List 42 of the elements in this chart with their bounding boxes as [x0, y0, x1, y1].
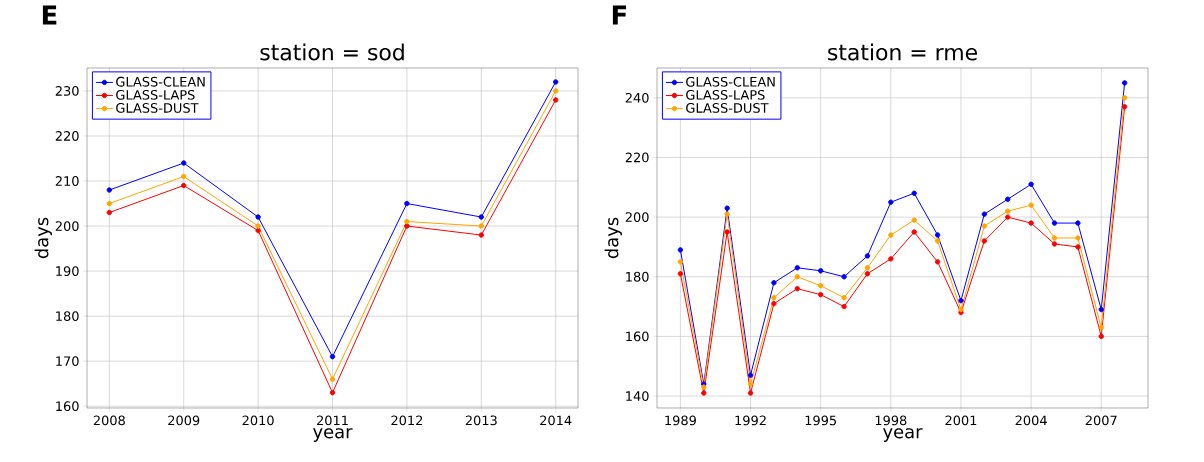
- x-tick-label: 1992: [735, 415, 766, 426]
- y-tick-label: 180: [56, 311, 79, 322]
- y-tick-label: 200: [625, 212, 649, 223]
- x-tick-label: 2013: [465, 415, 497, 426]
- legend-label: GLASS-LAPS: [116, 89, 195, 100]
- y-tick-label: 240: [625, 92, 649, 103]
- x-axis-title: year: [883, 428, 923, 442]
- legend-label: GLASS-DUST: [116, 103, 199, 113]
- text: F: [612, 5, 627, 25]
- legend-label: GLASS-DUST: [686, 103, 769, 113]
- x-tick-label: 2008: [93, 415, 125, 426]
- legend-label: GLASS-CLEAN: [686, 76, 775, 87]
- y-tick-label: 160: [626, 331, 649, 342]
- y-tick-label: 210: [55, 176, 79, 186]
- y-tick-label: 140: [626, 391, 649, 401]
- chart-title: station = rme: [828, 43, 977, 61]
- y-tick-label: 230: [55, 86, 79, 96]
- legend-label: GLASS-LAPS: [686, 89, 765, 100]
- x-tick-label: 2010: [242, 415, 274, 426]
- x-tick-label: 2014: [540, 415, 572, 426]
- y-axis-title: days: [34, 217, 52, 259]
- y-tick-label: 170: [56, 356, 79, 367]
- x-axis-title: year: [313, 428, 353, 442]
- x-tick-label: 2011: [316, 415, 348, 426]
- text: E: [42, 5, 57, 25]
- x-tick-label: 1998: [875, 415, 907, 426]
- x-tick-label: 2004: [1015, 415, 1047, 426]
- x-tick-label: 2007: [1085, 415, 1117, 426]
- x-tick-label: 2009: [168, 415, 200, 426]
- y-tick-label: 160: [56, 401, 79, 412]
- chart-title: station = sod: [260, 43, 404, 61]
- y-tick-label: 180: [626, 271, 649, 282]
- y-tick-label: 200: [55, 221, 79, 231]
- legend-label: GLASS-CLEAN: [116, 76, 205, 87]
- x-tick-label: 2012: [391, 415, 423, 426]
- y-tick-label: 220: [625, 152, 649, 163]
- x-tick-label: 1989: [665, 415, 696, 426]
- y-axis-title: days: [604, 217, 622, 259]
- y-tick-label: 190: [56, 266, 79, 276]
- y-tick-label: 220: [55, 131, 79, 141]
- x-tick-label: 1995: [805, 415, 837, 426]
- x-tick-label: 2001: [945, 415, 977, 426]
